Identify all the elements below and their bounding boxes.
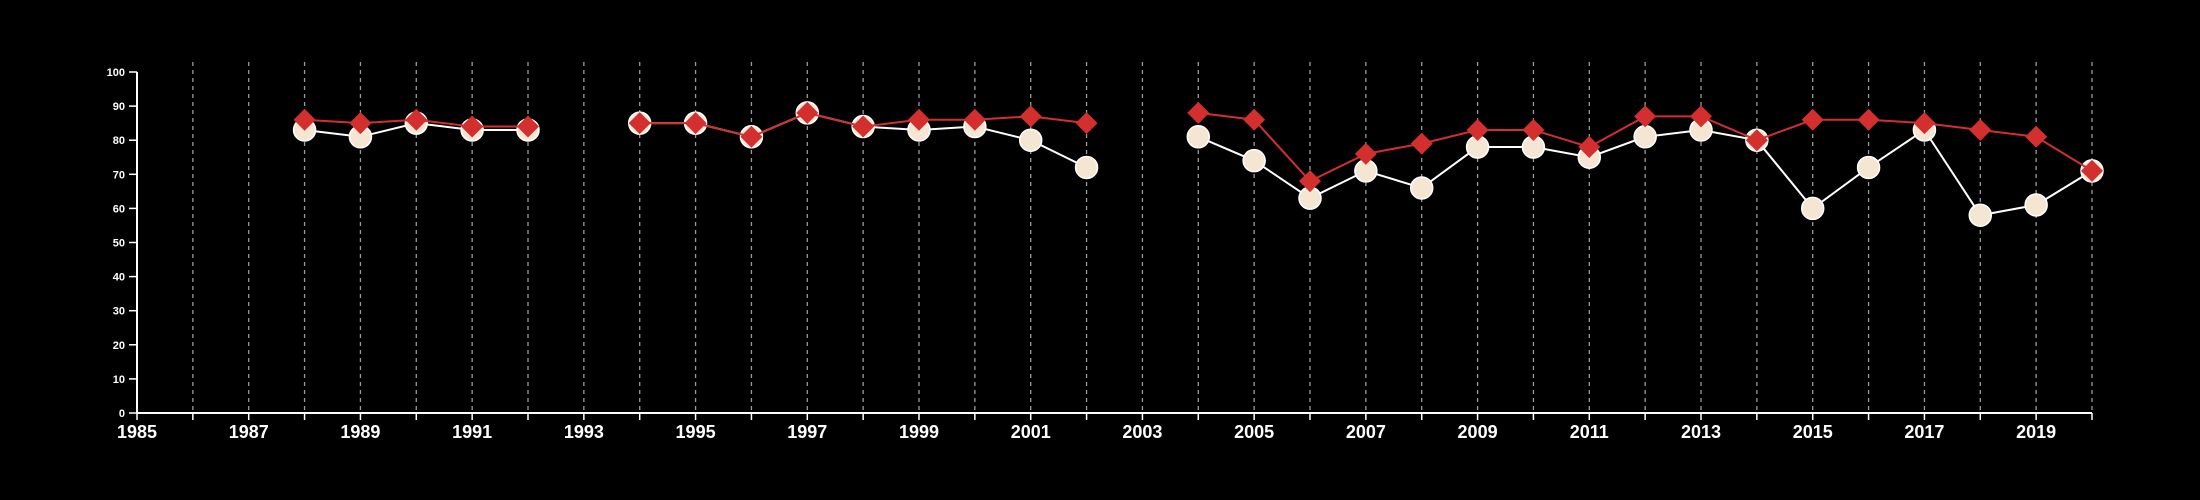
data-point — [1578, 136, 1601, 159]
x-tick-label: 1993 — [564, 422, 604, 442]
data-point — [1074, 155, 1099, 180]
y-tick-label: 60 — [113, 203, 125, 215]
x-tick-label: 2005 — [1234, 422, 1274, 442]
x-tick-label: 1985 — [117, 422, 157, 442]
y-tick-label: 70 — [113, 169, 125, 181]
data-point — [1800, 196, 1825, 221]
y-tick-label: 10 — [113, 374, 125, 386]
data-point — [293, 108, 316, 131]
data-point — [1857, 108, 1880, 131]
data-point — [2025, 125, 2048, 148]
y-tick-label: 20 — [113, 340, 125, 352]
x-tick-label: 2011 — [1570, 422, 1609, 442]
y-axis-ticks: 0 10 20 30 40 50 60 70 80 90 100 — [107, 67, 137, 420]
data-point — [1186, 125, 1211, 149]
x-tick-label: 1997 — [787, 422, 827, 442]
x-tick-label: 2019 — [2016, 422, 2056, 442]
data-point — [963, 108, 986, 131]
data-point — [1856, 155, 1881, 180]
data-point — [1913, 112, 1936, 135]
x-tick-label: 2001 — [1011, 422, 1051, 442]
data-point — [1969, 118, 1992, 141]
data-point — [1410, 132, 1433, 155]
data-point — [461, 115, 484, 138]
x-tick-label: 1991 — [452, 422, 492, 442]
data-point — [1745, 129, 1768, 152]
data-point — [740, 125, 763, 148]
y-tick-label: 40 — [113, 272, 125, 284]
axes — [136, 72, 2092, 414]
data-point — [1187, 101, 1210, 124]
data-point — [1018, 128, 1043, 152]
y-tick-label: 50 — [113, 238, 125, 250]
y-tick-label: 90 — [113, 101, 125, 113]
data-point — [1634, 105, 1657, 128]
y-tick-label: 0 — [119, 408, 125, 420]
data-point — [908, 108, 930, 131]
data-point — [1075, 112, 1098, 135]
data-point — [1354, 142, 1377, 165]
x-tick-label: 2017 — [1904, 422, 1944, 442]
x-axis-ticks: 1985 1987 1989 1991 1993 1995 1997 1999 2001 2003… — [117, 413, 2093, 442]
x-tick-label: 1999 — [899, 422, 939, 442]
data-point — [1801, 108, 1824, 131]
x-tick-label: 2009 — [1458, 422, 1498, 442]
data-point — [517, 115, 539, 138]
x-tick-label: 1987 — [229, 422, 269, 442]
data-point — [1466, 118, 1489, 141]
data-point — [1633, 125, 1657, 149]
data-point — [796, 101, 819, 124]
data-point — [1690, 105, 1712, 128]
data-point — [628, 112, 651, 135]
data-point — [2081, 159, 2103, 182]
data-point — [349, 112, 372, 135]
data-point — [684, 112, 707, 135]
x-tick-label: 2003 — [1122, 422, 1162, 442]
y-tick-label: 100 — [107, 67, 125, 79]
series-2 — [293, 101, 2103, 193]
data-point — [2024, 193, 2048, 217]
data-point — [405, 108, 428, 131]
x-tick-label: 1989 — [340, 422, 380, 442]
x-tick-label: 2015 — [1793, 422, 1833, 442]
data-point — [1409, 176, 1434, 200]
x-tick-label: 1995 — [676, 422, 716, 442]
data-point — [852, 115, 875, 138]
plot-series — [292, 101, 2104, 227]
data-point — [1299, 170, 1321, 193]
data-point — [1968, 203, 1993, 227]
data-point — [1243, 108, 1266, 131]
y-tick-label: 80 — [113, 135, 125, 147]
y-tick-label: 30 — [113, 306, 125, 318]
x-tick-label: 2007 — [1346, 422, 1386, 442]
data-point — [1019, 105, 1042, 128]
data-point — [1522, 118, 1545, 141]
x-tick-label: 2013 — [1681, 422, 1721, 442]
data-point — [1242, 148, 1266, 173]
